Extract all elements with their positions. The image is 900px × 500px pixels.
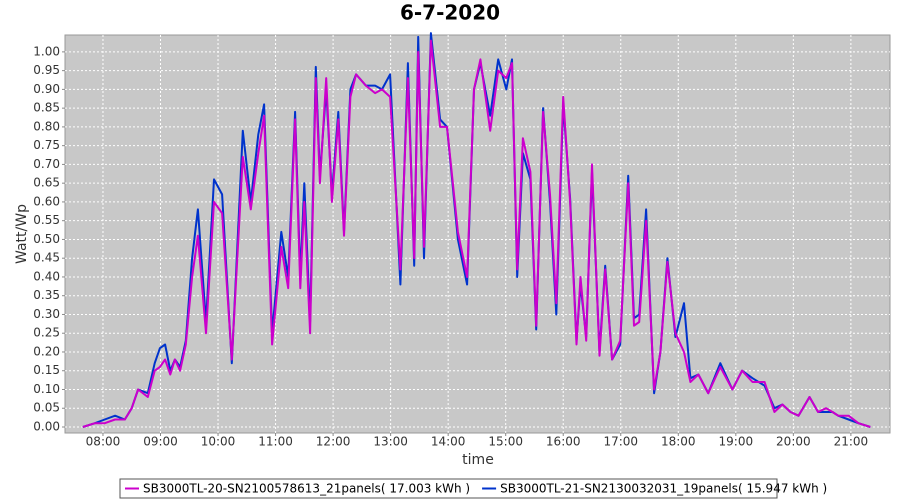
y-tick-label: 0.70 bbox=[33, 157, 60, 171]
x-tick-label: 18:00 bbox=[661, 435, 696, 449]
y-tick-label: 0.60 bbox=[33, 194, 60, 208]
y-tick-label: 0.45 bbox=[33, 251, 60, 265]
y-axis-label: Watt/Wp bbox=[14, 204, 30, 264]
x-tick-label: 15:00 bbox=[488, 435, 523, 449]
y-tick-label: 0.85 bbox=[33, 101, 60, 115]
x-tick-label: 12:00 bbox=[316, 435, 351, 449]
x-tick-label: 17:00 bbox=[603, 435, 638, 449]
y-tick-label: 0.00 bbox=[33, 419, 60, 433]
legend-label: SB3000TL-20-SN2100578613_21panels( 17.00… bbox=[143, 482, 470, 496]
y-tick-label: 0.10 bbox=[33, 382, 60, 396]
x-tick-label: 11:00 bbox=[258, 435, 293, 449]
y-tick-label: 0.95 bbox=[33, 63, 60, 77]
x-tick-label: 21:00 bbox=[834, 435, 869, 449]
x-tick-label: 13:00 bbox=[373, 435, 408, 449]
x-tick-label: 16:00 bbox=[546, 435, 581, 449]
y-tick-label: 0.80 bbox=[33, 119, 60, 133]
legend-label: SB3000TL-21-SN2130032031_19panels( 15.94… bbox=[500, 482, 827, 496]
plot-area bbox=[64, 34, 891, 434]
y-tick-label: 0.15 bbox=[33, 363, 60, 377]
x-tick-label: 08:00 bbox=[86, 435, 121, 449]
x-tick-label: 10:00 bbox=[201, 435, 236, 449]
y-tick-label: 0.20 bbox=[33, 344, 60, 358]
y-tick-label: 0.50 bbox=[33, 232, 60, 246]
legend bbox=[119, 478, 778, 499]
y-tick-label: 1.00 bbox=[33, 44, 60, 58]
x-tick-label: 19:00 bbox=[719, 435, 754, 449]
y-tick-label: 0.90 bbox=[33, 82, 60, 96]
x-tick-label: 20:00 bbox=[776, 435, 811, 449]
y-tick-label: 0.55 bbox=[33, 213, 60, 227]
series-line bbox=[82, 39, 871, 428]
y-tick-label: 0.25 bbox=[33, 326, 60, 340]
y-tick-label: 0.75 bbox=[33, 138, 60, 152]
y-tick-label: 0.30 bbox=[33, 307, 60, 321]
x-tick-label: 14:00 bbox=[431, 435, 466, 449]
x-axis-label: time bbox=[462, 452, 494, 468]
y-tick-label: 0.05 bbox=[33, 401, 60, 415]
y-tick-label: 0.65 bbox=[33, 176, 60, 190]
x-tick-label: 09:00 bbox=[143, 435, 178, 449]
chart-title: 6-7-2020 bbox=[400, 1, 500, 25]
y-tick-label: 0.35 bbox=[33, 288, 60, 302]
y-tick-label: 0.40 bbox=[33, 269, 60, 283]
